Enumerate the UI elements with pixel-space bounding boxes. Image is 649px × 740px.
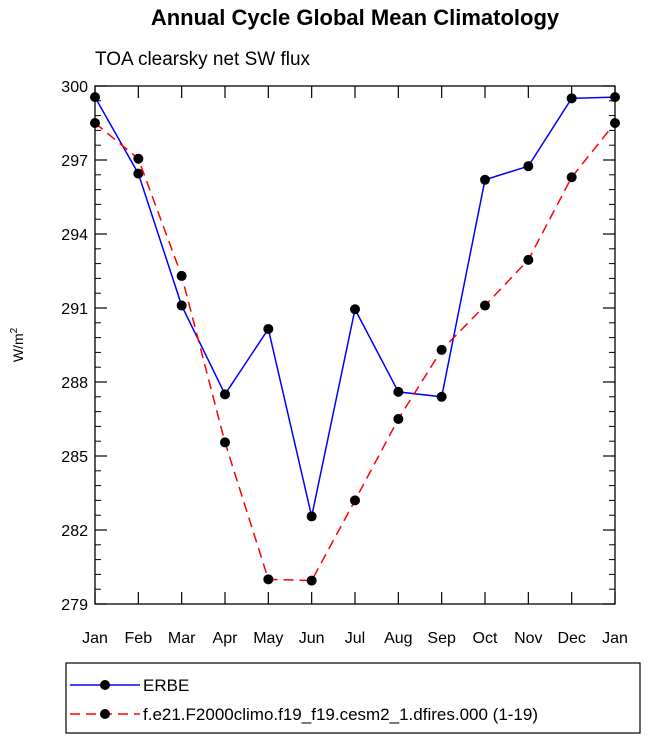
- data-point: [263, 574, 274, 585]
- data-point: [480, 174, 490, 185]
- legend: ERBE f.e21.F2000climo.f19_f19.cesm2_1.dfi…: [65, 662, 641, 734]
- data-point: [350, 495, 360, 506]
- data-point: [220, 389, 230, 400]
- legend-marker: [100, 709, 110, 719]
- y-tick-label: 294: [61, 227, 88, 244]
- series-line: [94, 122, 616, 582]
- data-point: [176, 270, 187, 281]
- x-tick-label: Jan: [602, 630, 628, 647]
- data-point: [263, 323, 274, 334]
- data-point: [306, 575, 317, 586]
- y-tick-label: 297: [61, 153, 88, 170]
- series-layer: [90, 92, 620, 586]
- data-point: [350, 304, 360, 315]
- y-axis-label-text: W/m: [10, 333, 26, 362]
- y-tick-label: 291: [61, 301, 88, 318]
- plot-frame: [94, 85, 616, 605]
- y-tick-labels: 279 282 285 288 291 294 297 300: [61, 79, 88, 614]
- data-point: [436, 344, 447, 355]
- chart-subtitle: TOA clearsky net SW flux: [95, 49, 311, 70]
- x-tick-label: Sep: [427, 630, 456, 647]
- x-tick-label: Aug: [384, 630, 412, 647]
- x-tick-label: Jul: [345, 630, 365, 647]
- x-tick-label: Jan: [82, 630, 108, 647]
- data-point: [133, 153, 144, 164]
- data-point: [176, 300, 187, 311]
- y-axis-label: W/m2: [9, 327, 26, 362]
- data-point: [133, 168, 144, 179]
- x-tick-labels: Jan Feb Mar Apr May Jun Jul Aug Sep Oct Nov Dec Jan: [82, 630, 628, 647]
- legend-box: [65, 662, 641, 734]
- x-tick-label: May: [253, 630, 283, 647]
- legend-label: ERBE: [143, 676, 189, 695]
- data-point: [566, 93, 577, 104]
- chart-title: Annual Cycle Global Mean Climatology: [151, 5, 560, 30]
- y-tick-label: 285: [61, 449, 88, 466]
- y-tick-label: 300: [61, 79, 88, 96]
- y-tick-label: 282: [61, 523, 88, 540]
- x-tick-label: Dec: [557, 630, 585, 647]
- legend-marker: [100, 680, 110, 690]
- data-point: [436, 391, 447, 402]
- x-tick-label: Feb: [125, 630, 153, 647]
- x-tick-label: Mar: [168, 630, 196, 647]
- data-point: [393, 414, 404, 424]
- svg-text:W/m2: W/m2: [9, 327, 26, 362]
- data-point: [220, 437, 230, 448]
- y-tick-label: 279: [61, 597, 88, 614]
- legend-label: f.e21.F2000climo.f19_f19.cesm2_1.dfires.…: [143, 705, 538, 724]
- data-point: [393, 386, 404, 397]
- series-erbe: [90, 92, 620, 522]
- y-axis-label-superscript: 2: [9, 327, 20, 333]
- x-tick-label: Apr: [213, 630, 239, 647]
- x-tick-label: Oct: [473, 630, 498, 647]
- data-point: [480, 300, 490, 311]
- x-tick-label: Nov: [514, 630, 542, 647]
- data-point: [306, 511, 317, 522]
- x-tick-label: Jun: [299, 630, 325, 647]
- series-model: [90, 118, 620, 586]
- y-tick-label: 288: [61, 375, 88, 392]
- data-point: [566, 172, 577, 183]
- axis-ticks: [94, 85, 616, 605]
- data-point: [523, 254, 534, 265]
- data-point: [523, 161, 534, 172]
